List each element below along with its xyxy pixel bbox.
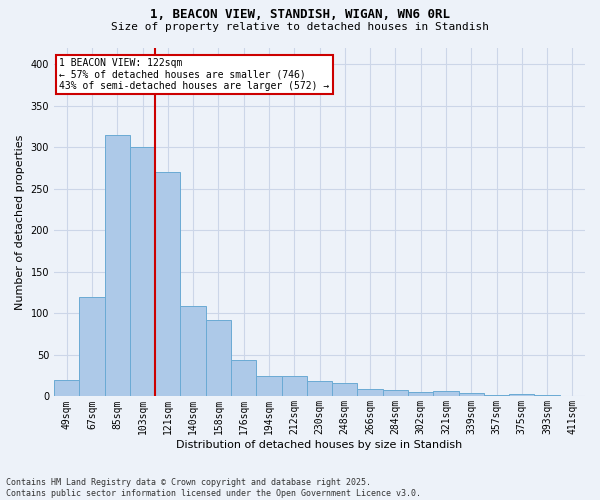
Bar: [383, 390, 408, 396]
Text: 1 BEACON VIEW: 122sqm
← 57% of detached houses are smaller (746)
43% of semi-det: 1 BEACON VIEW: 122sqm ← 57% of detached …: [59, 58, 329, 91]
Y-axis label: Number of detached properties: Number of detached properties: [15, 134, 25, 310]
Bar: [408, 392, 433, 396]
Bar: [281, 376, 307, 396]
Bar: [231, 360, 256, 397]
Bar: [54, 380, 79, 396]
Bar: [206, 320, 231, 396]
Bar: [155, 172, 181, 396]
Text: Size of property relative to detached houses in Standish: Size of property relative to detached ho…: [111, 22, 489, 32]
Bar: [181, 306, 206, 396]
Bar: [509, 394, 535, 396]
Text: 1, BEACON VIEW, STANDISH, WIGAN, WN6 0RL: 1, BEACON VIEW, STANDISH, WIGAN, WN6 0RL: [150, 8, 450, 20]
Bar: [79, 296, 104, 396]
X-axis label: Distribution of detached houses by size in Standish: Distribution of detached houses by size …: [176, 440, 463, 450]
Bar: [130, 147, 155, 396]
Bar: [433, 392, 458, 396]
Bar: [332, 383, 358, 396]
Bar: [104, 134, 130, 396]
Text: Contains HM Land Registry data © Crown copyright and database right 2025.
Contai: Contains HM Land Registry data © Crown c…: [6, 478, 421, 498]
Bar: [307, 382, 332, 396]
Bar: [256, 376, 281, 396]
Bar: [535, 395, 560, 396]
Bar: [458, 393, 484, 396]
Bar: [358, 389, 383, 396]
Bar: [484, 395, 509, 396]
